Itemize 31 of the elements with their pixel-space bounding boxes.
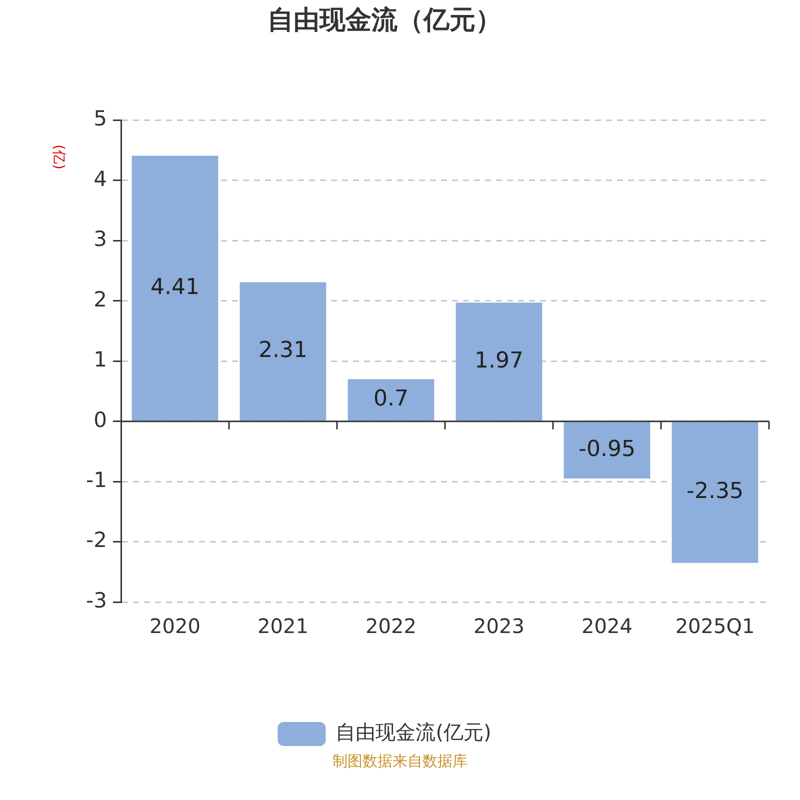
text: 制图数据来自数据库 (332, 752, 468, 770)
y-tick-label: 5 (94, 106, 107, 131)
x-tick-label: 2021 (258, 614, 308, 638)
data-label: 1.97 (474, 348, 524, 374)
bar (348, 379, 434, 421)
y-tick-label: -2 (86, 528, 107, 552)
data-label: 0.7 (374, 386, 408, 412)
data-label: -0.95 (578, 437, 636, 462)
legend-label: 自由现金流(亿元) (336, 720, 492, 744)
y-axis-title: (亿) (50, 144, 66, 170)
bar (564, 422, 650, 479)
data-label: -2.35 (686, 479, 744, 504)
bar (132, 156, 218, 421)
y-tick-label: 4 (94, 166, 107, 191)
chart-title: 自由现金流（亿元） (268, 5, 502, 36)
bar (240, 282, 326, 421)
x-tick-label: 2022 (366, 614, 416, 638)
y-tick-label: 1 (94, 348, 107, 372)
bar (672, 422, 758, 563)
bar (456, 302, 542, 421)
x-tick-label: 2025Q1 (675, 614, 755, 638)
y-tick-label: 0 (94, 408, 107, 432)
data-label: 4.41 (150, 274, 200, 300)
x-tick-label: 2020 (150, 614, 200, 638)
y-tick-label: -1 (86, 468, 107, 492)
x-tick-label: 2023 (474, 614, 524, 638)
y-tick-label: -3 (86, 588, 107, 612)
y-tick-label: 3 (94, 227, 107, 252)
x-tick-label: 2024 (582, 614, 632, 638)
data-label: 2.31 (258, 338, 308, 364)
y-tick-label: 2 (94, 287, 107, 312)
